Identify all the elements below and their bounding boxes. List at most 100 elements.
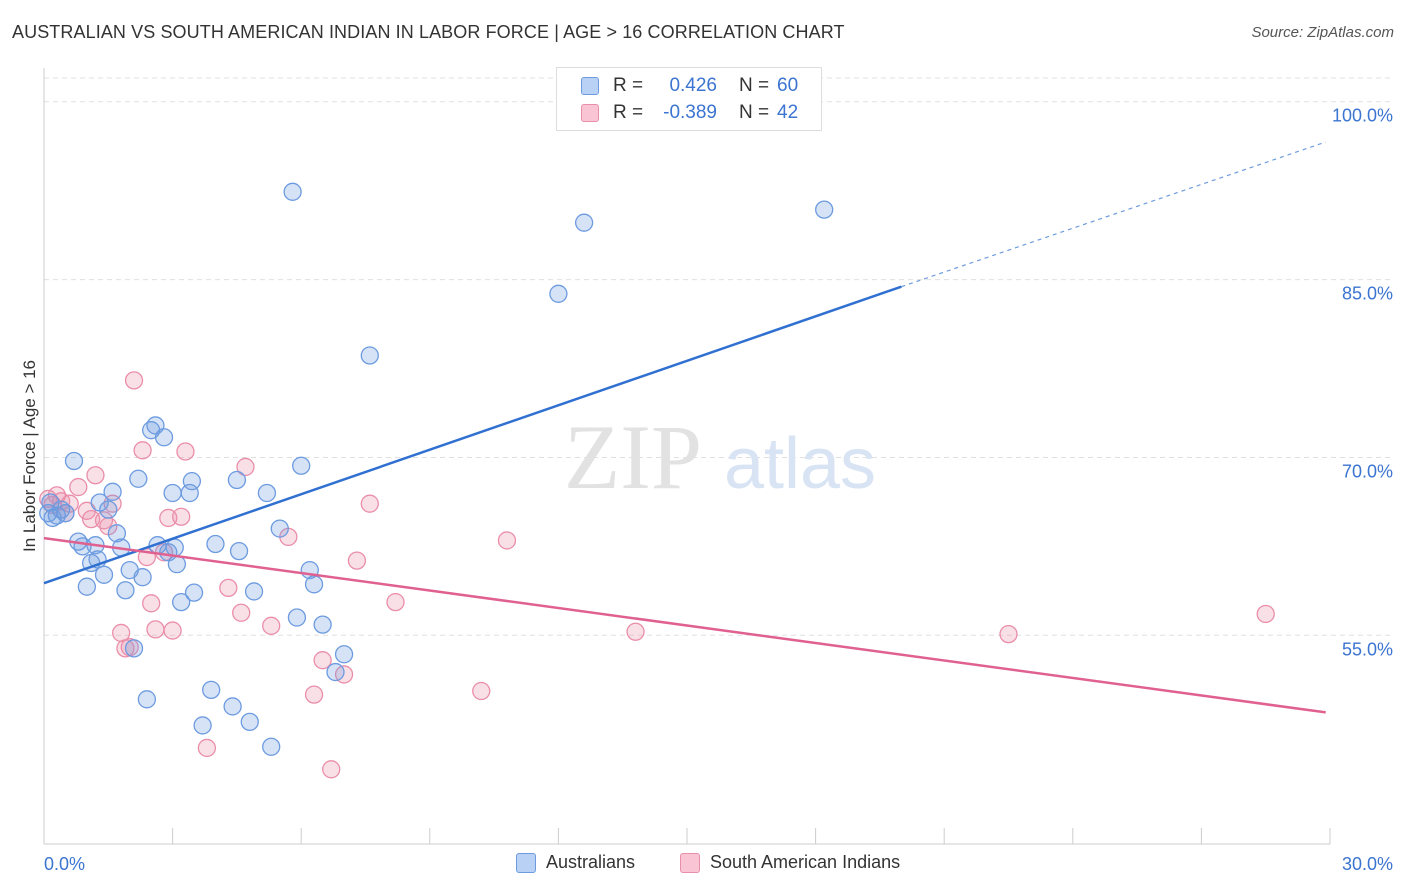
south-american-indians-point: [472, 681, 491, 701]
x-tick-label-min: 0.0%: [44, 854, 85, 874]
south-american-indians-point: [219, 578, 238, 598]
r-value: -0.389: [663, 102, 717, 123]
south-american-indians-trend-line: [43, 536, 1326, 714]
legend-label: South American Indians: [710, 852, 901, 872]
australians-point: [107, 524, 127, 543]
australians-point: [124, 639, 144, 658]
south-american-indians-point: [232, 603, 251, 622]
n-label: N =: [739, 102, 770, 123]
n-label: N =: [739, 75, 770, 96]
south-american-indians-point: [360, 494, 379, 513]
y-tick-label: 85.0%: [1342, 284, 1393, 304]
south-american-indians-points: [39, 371, 1275, 779]
r-label: R =: [613, 102, 644, 123]
south-american-indians-point: [347, 551, 367, 570]
south-american-indians-point: [172, 507, 191, 526]
correlation-stats-box: R = 0.426 N = 60 R = -0.389 N = 42: [556, 67, 822, 131]
australians-point: [137, 690, 157, 709]
australians-point: [227, 470, 247, 490]
australians-point: [184, 583, 204, 602]
australians-point: [326, 662, 345, 682]
australians-point: [77, 577, 97, 596]
south-american-indians-point: [197, 738, 217, 758]
australians-point: [313, 615, 332, 634]
chart-title: AUSTRALIAN VS SOUTH AMERICAN INDIAN IN L…: [12, 22, 845, 42]
south-american-indians-point: [69, 477, 88, 497]
y-tick-label: 100.0%: [1332, 106, 1393, 126]
south-american-indians-legend-swatch: [680, 852, 700, 873]
tick-labels: 55.0% 70.0% 85.0% 100.0% 0.0% 30.0%: [44, 106, 1393, 874]
australians-point: [182, 472, 202, 491]
australians-point: [172, 592, 191, 612]
south-american-indians-point: [999, 624, 1018, 644]
australians-point: [202, 680, 221, 700]
x-tick-label-max: 30.0%: [1342, 854, 1393, 874]
south-american-indians-point: [146, 620, 165, 639]
south-american-indians-swatch: [581, 104, 599, 122]
australians-trend-line: [43, 285, 902, 585]
australians-trend-extension: [901, 141, 1326, 288]
australians-legend-swatch: [516, 852, 536, 873]
australians-point: [334, 645, 354, 664]
y-tick-label: 55.0%: [1342, 639, 1393, 659]
axes: [43, 68, 1331, 845]
australians-point: [64, 451, 84, 471]
australians-point: [244, 582, 264, 601]
australians-point: [193, 716, 212, 735]
watermark: ZIP atlas: [564, 406, 876, 508]
australians-point: [116, 581, 135, 600]
south-american-indians-point: [313, 651, 332, 670]
australians-point: [154, 428, 174, 447]
legend-item-south-american-indians[interactable]: South American Indians: [680, 852, 900, 873]
australians-point: [99, 500, 118, 519]
australians-point: [574, 213, 594, 232]
south-american-indians-point: [626, 622, 645, 641]
australians-swatch: [581, 77, 599, 95]
south-american-indians-point: [236, 457, 255, 477]
source-credit: Source: ZipAtlas.com: [1251, 24, 1394, 41]
south-american-indians-point: [86, 466, 105, 485]
australians-point: [270, 519, 289, 538]
australians-point: [133, 568, 152, 587]
australians-point: [292, 456, 311, 475]
south-american-indians-point: [322, 760, 341, 779]
south-american-indians-point: [163, 621, 182, 640]
australians-point: [262, 737, 281, 756]
australians-point: [815, 200, 834, 219]
r-label: R =: [613, 75, 644, 96]
australians-point: [304, 575, 324, 594]
south-american-indians-point: [77, 501, 97, 520]
r-value: 0.426: [669, 75, 717, 96]
australians-point: [229, 541, 249, 561]
australians-point: [223, 697, 242, 716]
stats-row-australians: R = 0.426 N = 60: [581, 73, 798, 99]
south-american-indians-point: [1256, 604, 1275, 624]
australians-point: [129, 469, 148, 488]
y-axis-label: In Labor Force | Age > 16: [20, 359, 39, 553]
australians-point: [165, 538, 184, 557]
australians-point: [283, 182, 302, 201]
australians-point: [163, 483, 182, 503]
south-american-indians-point: [142, 594, 161, 613]
south-american-indians-point: [304, 685, 324, 704]
south-american-indians-point: [386, 592, 405, 612]
australians-point: [240, 712, 259, 732]
australians-point: [360, 346, 379, 365]
south-american-indians-point: [133, 441, 152, 460]
legend-item-australians[interactable]: Australians: [516, 852, 635, 873]
australians-point: [206, 534, 225, 554]
watermark-zip: ZIP: [564, 406, 702, 508]
australians-point: [103, 482, 122, 501]
stats-row-south-american-indians: R = -0.389 N = 42: [581, 100, 798, 126]
n-value: 42: [777, 102, 799, 123]
australians-point: [94, 565, 114, 584]
south-american-indians-point: [497, 531, 517, 550]
australians-points: [39, 182, 834, 756]
legend-label: Australians: [546, 852, 636, 872]
y-tick-label: 70.0%: [1342, 461, 1393, 481]
trend-lines: [43, 141, 1326, 714]
n-value: 60: [777, 75, 799, 96]
australians-point: [257, 483, 277, 503]
australians-point: [287, 608, 307, 627]
